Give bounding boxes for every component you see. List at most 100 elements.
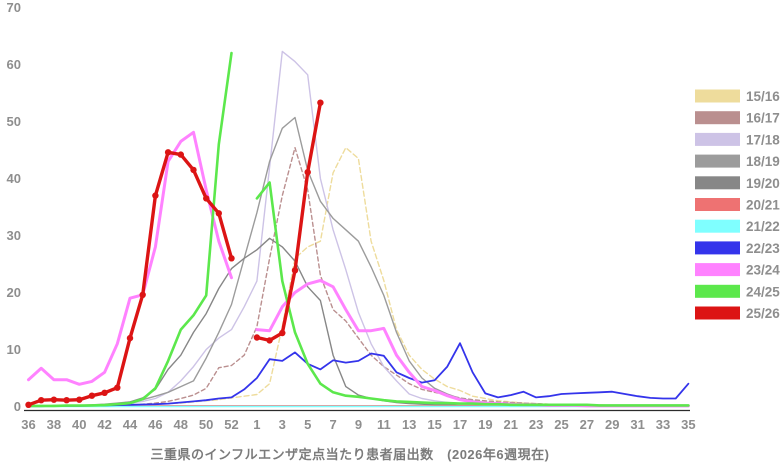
series-marker-25-26 [164, 149, 172, 156]
x-axis-tick-label: 1 [253, 417, 260, 432]
x-axis-tick-label: 42 [97, 417, 111, 432]
x-axis-tick-label: 50 [199, 417, 213, 432]
series-marker-25-26 [203, 195, 210, 202]
x-axis-tick-label: 15 [427, 417, 441, 432]
series-marker-25-26 [25, 401, 32, 408]
y-axis-tick-label: 50 [7, 114, 21, 129]
series-marker-25-26 [88, 392, 96, 399]
legend-label: 23/24 [746, 263, 780, 278]
legend-label: 16/17 [746, 111, 780, 126]
x-axis-tick-label: 21 [503, 417, 517, 432]
series-line-24-25 [27, 51, 690, 408]
x-axis-tick-label: 33 [656, 417, 670, 432]
y-axis-tick-label: 40 [7, 171, 21, 186]
x-axis-tick-label: 48 [174, 417, 188, 432]
legend-swatch [695, 263, 740, 277]
series-marker-25-26 [228, 255, 235, 262]
x-axis-tick-label: 40 [72, 417, 86, 432]
x-axis-tick-label: 9 [355, 417, 362, 432]
x-axis-tick-label: 23 [529, 417, 543, 432]
legend-item-22-23: 22/23 [695, 241, 780, 256]
x-axis-tick-label: 3 [279, 417, 286, 432]
legend-swatch [695, 284, 740, 298]
legend-item-25-26: 25/26 [695, 306, 780, 321]
legend-item-19-20: 19/20 [695, 176, 780, 191]
legend-label: 21/22 [746, 219, 780, 234]
x-axis-tick-label: 52 [224, 417, 238, 432]
y-axis-tick-label: 30 [7, 228, 21, 243]
series-marker-25-26 [139, 291, 146, 298]
x-axis-tick-label: 11 [377, 417, 391, 432]
legend-label: 20/21 [746, 198, 780, 213]
legend-swatch [695, 132, 740, 146]
series-marker-25-26 [114, 384, 121, 391]
series-marker-25-26 [190, 166, 197, 174]
series-marker-25-26 [126, 334, 134, 342]
chart-title: 三重県のインフルエンザ定点当たり患者届出数 (2026年6週現在) [150, 447, 550, 462]
legend-item-23-24: 23/24 [695, 263, 780, 278]
series-marker-25-26 [63, 397, 70, 404]
x-axis-tick-label: 31 [630, 417, 644, 432]
y-axis-tick-label: 10 [7, 342, 21, 357]
legend-label: 19/20 [746, 176, 780, 191]
legend-swatch [695, 306, 740, 320]
legend-label: 24/25 [746, 284, 780, 299]
legend-swatch [695, 154, 740, 168]
series-marker-25-26 [177, 151, 184, 158]
x-axis-tick-label: 19 [478, 417, 492, 432]
legend-item-18-19: 18/19 [695, 154, 780, 169]
x-axis-tick-label: 13 [402, 417, 416, 432]
x-axis-tick-label: 29 [605, 417, 619, 432]
legend-swatch [695, 176, 740, 190]
legend-swatch [695, 89, 740, 103]
legend-item-16-17: 16/17 [695, 111, 780, 126]
x-axis-tick-label: 27 [580, 417, 594, 432]
legend-swatch [695, 198, 740, 211]
x-axis-tick-label: 38 [47, 417, 61, 432]
series-marker-25-26 [152, 192, 159, 199]
legend-item-20-21: 20/21 [695, 198, 780, 213]
legend-swatch [695, 219, 740, 233]
series-marker-25-26 [253, 334, 261, 341]
legend-label: 18/19 [746, 154, 780, 169]
x-axis-tick-label: 35 [681, 417, 695, 432]
series-marker-25-26 [304, 169, 311, 176]
legend-label: 17/18 [746, 132, 780, 147]
x-axis-tick-label: 44 [123, 417, 138, 432]
series-marker-25-26 [291, 267, 299, 274]
y-axis-tick-label: 20 [7, 285, 21, 300]
legend-item-17-18: 17/18 [695, 132, 780, 147]
series-marker-25-26 [279, 329, 286, 337]
series-marker-25-26 [266, 337, 273, 344]
x-axis-tick-label: 7 [329, 417, 336, 432]
series-marker-25-26 [38, 397, 45, 404]
legend-item-24-25: 24/25 [695, 284, 780, 299]
legend-swatch [695, 241, 740, 255]
y-axis-tick-label: 70 [7, 0, 21, 15]
x-axis-tick-label: 5 [304, 417, 311, 432]
series-marker-25-26 [317, 99, 324, 106]
series-line-23-24 [27, 130, 690, 408]
series-marker-25-26 [50, 396, 58, 403]
series-marker-25-26 [101, 389, 108, 396]
x-axis-tick-label: 36 [21, 417, 35, 432]
legend-label: 15/16 [746, 89, 780, 104]
legend-item-15-16: 15/16 [695, 89, 780, 104]
series-line-16-17 [27, 147, 690, 407]
series-line-19-20 [27, 237, 690, 407]
series-marker-25-26 [76, 396, 83, 403]
y-axis-tick-label: 60 [7, 57, 21, 72]
legend-swatch [695, 111, 740, 125]
legend-label: 25/26 [746, 306, 780, 321]
legend-item-21-22: 21/22 [695, 219, 780, 234]
x-axis-tick-label: 17 [453, 417, 467, 432]
series-marker-25-26 [215, 210, 222, 217]
legend-label: 22/23 [746, 241, 780, 256]
x-axis-tick-label: 46 [148, 417, 162, 432]
y-axis-tick-label: 0 [14, 399, 21, 414]
series-line-15-16 [27, 147, 690, 407]
series-line-22-23 [27, 342, 690, 408]
x-axis-tick-label: 25 [554, 417, 568, 432]
